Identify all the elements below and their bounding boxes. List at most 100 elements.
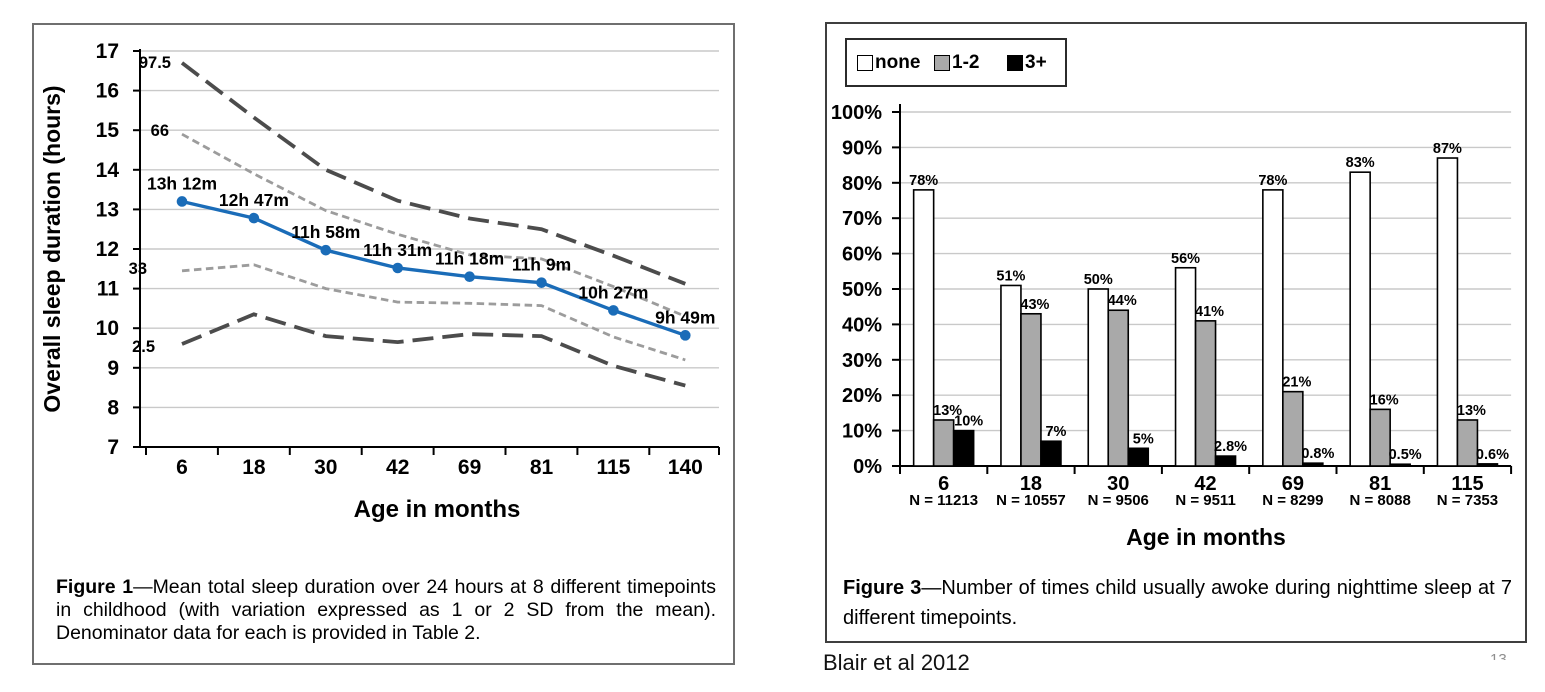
x-tick-label: 42 <box>386 456 409 479</box>
bar-3+ <box>1214 455 1237 467</box>
mean-point-label: 13h 12m <box>147 173 217 193</box>
bar-value-label: 83% <box>1346 155 1375 171</box>
figure1-caption: Figure 1—Mean total sleep duration over … <box>56 576 716 645</box>
bar-value-label: 78% <box>909 173 938 189</box>
series-33-line <box>181 263 686 362</box>
y-tick-label: 15 <box>96 119 120 142</box>
legend-item-3plus: 3+ <box>1007 52 1047 74</box>
mean-point-label: 11h 58m <box>291 222 360 242</box>
bar-3+ <box>1389 463 1411 467</box>
figure3-chart: 0%10%20%30%40%50%60%70%80%90%100%78%13%1… <box>831 102 1513 550</box>
curve-label-66: 66 <box>151 122 169 140</box>
legend-swatch-none-icon <box>857 54 873 71</box>
bar-value-label: 50% <box>1084 272 1113 288</box>
attribution: Blair et al 2012 <box>823 650 970 675</box>
x-n-label: N = 7353 <box>1437 492 1498 509</box>
y-tick-label: 70% <box>842 208 882 230</box>
x-category-label: 42 <box>1194 473 1216 495</box>
mean-point-label: 9h 49m <box>655 307 715 327</box>
mean-point <box>176 196 188 207</box>
x-tick-label: 18 <box>242 456 266 479</box>
figure3-caption-label: Figure 3 <box>843 577 922 599</box>
figure3-caption: Figure 3—Number of times child usually a… <box>843 573 1512 633</box>
x-category-label: 81 <box>1369 473 1391 495</box>
x-n-label: N = 8088 <box>1350 492 1411 509</box>
mean-point <box>680 330 691 341</box>
figure3-panel: 0% 10% 20% 30% 40% 50% 60% 70% 80% 90% 100% 78% 13% 1… <box>825 22 1527 643</box>
y-tick-label: 16 <box>96 80 119 103</box>
bar-value-label: 56% <box>1171 251 1200 267</box>
bar-value-label: 2.8% <box>1214 439 1247 455</box>
bar-none <box>1000 284 1022 467</box>
y-tick-label: 40% <box>842 314 882 336</box>
y-tick-label: 60% <box>842 244 882 266</box>
series-97.5-line <box>180 61 686 286</box>
y-tick-label: 14 <box>96 159 120 182</box>
x-tick-label: 6 <box>176 456 188 479</box>
bar-value-label: 44% <box>1108 293 1137 309</box>
y-tick-label: 10 <box>96 317 119 340</box>
bar-value-label: 21% <box>1282 375 1311 391</box>
figure1-caption-label: Figure 1 <box>56 576 134 598</box>
x-tick-label: 69 <box>458 456 481 479</box>
figure1-panel: 7 8 9 10 11 12 13 14 15 16 17 6 18 30 42 69 81 115 140 Age … <box>32 23 735 665</box>
x-n-label: N = 10557 <box>996 492 1066 509</box>
figure3-caption-text: —Number of times child usually awoke dur… <box>843 577 1512 629</box>
bar-value-label: 43% <box>1020 297 1049 313</box>
mean-point <box>320 244 332 256</box>
bar-3+ <box>1476 463 1499 467</box>
bar-3+ <box>1127 447 1150 467</box>
x-category-label: 18 <box>1020 473 1042 495</box>
x-axis-title: Age in months <box>354 496 521 523</box>
x-tick-label: 30 <box>314 456 337 479</box>
y-tick-label: 12 <box>96 238 119 261</box>
bar-1-2 <box>1456 419 1479 467</box>
curve-label-97.5: 97.5 <box>139 54 171 72</box>
bar-value-label: 0.6% <box>1476 447 1509 463</box>
y-tick-label: 10% <box>842 421 882 443</box>
bar-none <box>1262 189 1284 467</box>
figure1-chart: 7 8 9 10 11 12 13 14 15 16 17 6 18 30 42 69 81 115 140 Age … <box>39 40 720 523</box>
y-axis-title: Overall sleep duration (hours) <box>39 85 65 412</box>
mean-point-label: 10h 27m <box>578 282 648 302</box>
x-category-label: 69 <box>1282 473 1304 495</box>
bar-1-2 <box>1107 309 1130 467</box>
legend-swatch-3plus-icon <box>1007 54 1023 71</box>
bar-1-2 <box>1282 390 1304 467</box>
y-tick-label: 11 <box>97 278 120 301</box>
bar-3+ <box>1302 462 1324 467</box>
bar-value-label: 51% <box>996 268 1025 284</box>
bar-value-label: 7% <box>1045 424 1066 440</box>
mean-point <box>608 305 619 316</box>
y-tick-label: 17 <box>96 40 119 63</box>
x-category-label: 6 <box>938 473 949 495</box>
y-tick-label: 0% <box>853 456 882 478</box>
page-number: 13 <box>1490 652 1520 660</box>
bar-value-label: 0.5% <box>1389 447 1422 463</box>
mean-point-label: 12h 47m <box>219 190 289 210</box>
curve-label-2.5: 2.5 <box>132 338 155 356</box>
series-2.5-line <box>181 312 686 388</box>
mean-point-label: 11h 18m <box>435 249 504 269</box>
legend-item-none: none <box>857 52 920 74</box>
bar-none <box>1436 157 1459 467</box>
mean-point <box>248 212 260 224</box>
series-66-line <box>181 132 686 318</box>
bar-value-label: 0.8% <box>1301 446 1334 462</box>
figure3-legend: none 1-2 3+ <box>845 38 1067 87</box>
legend-label-none: none <box>875 51 921 73</box>
y-tick-label: 80% <box>842 173 882 195</box>
mean-point <box>536 277 547 288</box>
bar-1-2 <box>1369 408 1391 467</box>
bar-none <box>1174 266 1197 467</box>
mean-point-label: 11h 9m <box>512 255 571 275</box>
y-tick-label: 100% <box>831 102 882 124</box>
legend-item-1-2: 1-2 <box>934 52 979 74</box>
bar-value-label: 13% <box>1457 403 1486 419</box>
bar-value-label: 78% <box>1258 173 1287 189</box>
bar-none <box>912 189 935 467</box>
series-mean-line <box>181 199 686 337</box>
x-n-label: N = 11213 <box>909 492 978 509</box>
legend-label-1-2: 1-2 <box>952 51 980 73</box>
